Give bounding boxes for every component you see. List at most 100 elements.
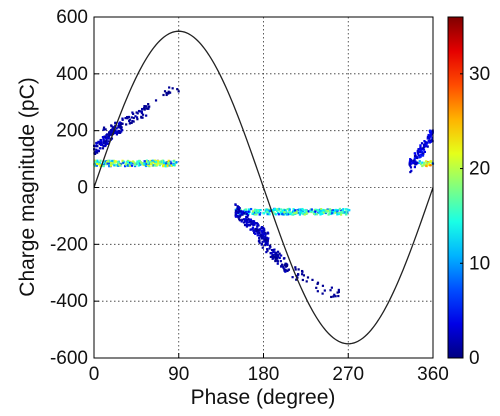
scatter-point [109,164,113,167]
scatter-point [121,118,124,121]
scatter-point [139,163,142,166]
scatter-point [249,228,252,231]
scatter-point [426,137,429,140]
scatter-point [271,255,274,258]
scatter-point [244,219,247,222]
scatter-point [171,87,174,90]
scatter-point [327,213,330,216]
scatter-point [303,212,306,215]
scatter-point [256,224,259,227]
scatter-point [165,161,168,164]
scatter-point [408,160,412,163]
scatter-point [418,160,421,163]
scatter-point [274,253,277,257]
scatter-point [130,116,133,119]
scatter-point [245,224,248,227]
scatter-point [131,161,134,165]
scatter-point [425,163,428,166]
y-tick-label: 600 [56,7,88,28]
scatter-point [136,162,139,165]
scatter-point [416,151,419,154]
scatter-point [273,251,276,254]
scatter-point [149,161,152,164]
scatter-point [281,212,284,216]
scatter-point [422,143,426,146]
scatter-point [284,268,287,272]
scatter-point [124,116,127,120]
scatter-point [322,209,325,212]
scatter-point [307,210,310,213]
scatter-point [140,115,143,118]
scatter-point [255,211,258,214]
scatter-point [413,155,417,158]
scatter-point [168,86,171,89]
scatter-point [253,223,256,226]
scatter-point [143,162,146,166]
scatter-point [102,141,106,144]
colorbar-tick-label: 20 [469,159,490,180]
scatter-point [115,163,118,166]
scatter-point [429,131,432,134]
scatter-point [124,163,127,166]
scatter-point [418,150,421,153]
colorbar-gradient [447,16,464,359]
scatter-point [128,118,132,121]
scatter-point [110,130,114,134]
scatter-point [110,124,113,127]
scatter-point [274,213,277,216]
scatter-point [99,141,102,144]
scatter-point [421,161,424,164]
colorbar-tick-label: 30 [469,64,490,85]
scatter-point [321,292,324,295]
scatter-point [108,165,111,168]
scatter-point [294,209,297,212]
scatter-point [261,231,264,234]
plot-area [93,16,435,359]
scatter-point [415,161,418,164]
scatter-point [117,131,120,134]
scatter-point [409,166,413,169]
scatter-point [93,160,97,163]
scatter-point [424,160,428,163]
scatter-point [99,159,102,162]
scatter-point [263,238,266,242]
scatter-point [94,162,97,165]
scatter-point [253,209,257,212]
scatter-point [283,264,286,267]
scatter-point [252,220,255,223]
scatter-point [266,241,269,244]
scatter-point [158,160,161,163]
scatter-point [266,249,269,252]
scatter-point [292,209,295,213]
scatter-point [99,140,102,143]
scatter-point [276,253,279,256]
colorbar: 0 10 20 30 [447,16,490,369]
scatter-point [120,130,123,133]
scatter-point [245,210,248,213]
scatter-point [167,162,170,165]
scatter-point [175,161,178,164]
scatter-point [423,161,426,164]
scatter-point [104,142,107,145]
scatter-point [348,209,351,212]
scatter-point [106,142,110,145]
scatter-point [143,160,146,163]
scatter-point [302,274,306,277]
scatter-point [98,161,101,164]
scatter-point [265,208,268,211]
scatter-point [107,140,110,143]
scatter-point [145,160,148,163]
scatter-point [243,212,246,215]
scatter-point [250,207,253,211]
scatter-point [239,210,242,213]
scatter-point [167,90,170,93]
x-tick-label: 0 [89,364,100,385]
scatter-point [320,211,323,214]
scatter-point [315,286,318,289]
scatter-point [140,112,144,115]
scatter-point [127,115,130,119]
scatter-point [426,135,430,138]
scatter-point [104,136,107,139]
scatter-point [301,207,304,211]
scatter-point [161,160,164,163]
